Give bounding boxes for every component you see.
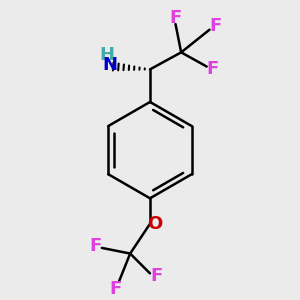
Text: F: F	[206, 60, 218, 78]
Text: O: O	[148, 215, 163, 233]
Text: H: H	[99, 46, 114, 64]
Text: F: F	[169, 9, 181, 27]
Text: F: F	[110, 280, 122, 298]
Text: F: F	[150, 267, 162, 285]
Text: F: F	[89, 238, 102, 256]
Text: N: N	[103, 56, 118, 74]
Text: F: F	[210, 17, 222, 35]
